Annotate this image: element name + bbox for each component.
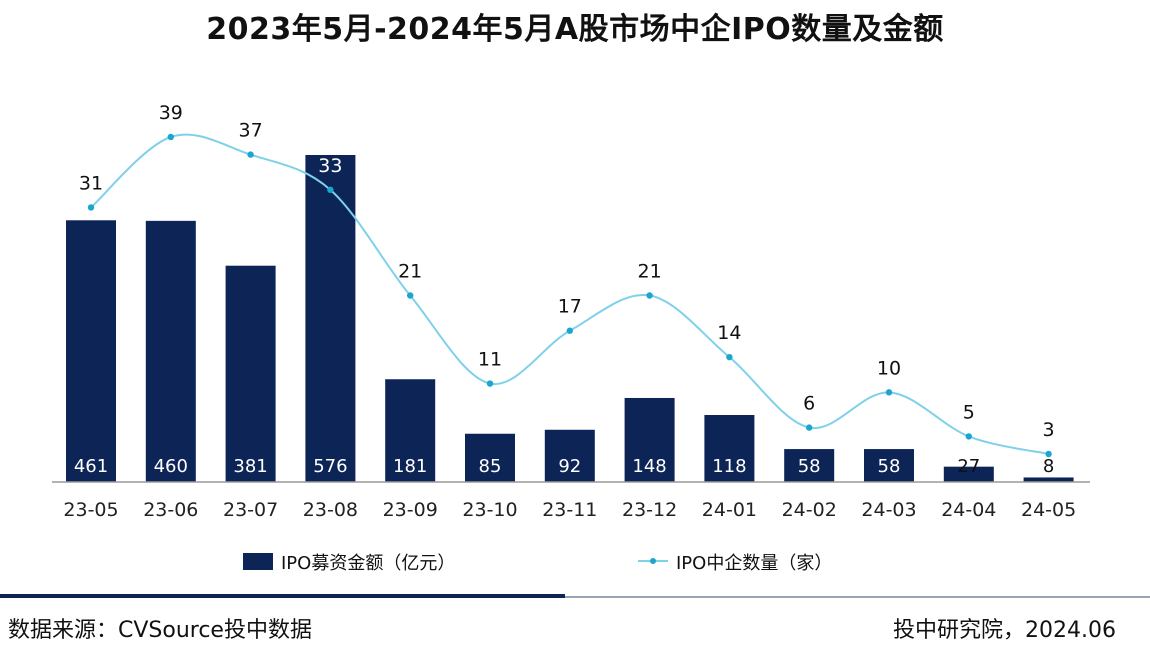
bar-value-label: 92 (558, 456, 581, 477)
count-value-label: 10 (877, 357, 901, 379)
count-point-24-02 (806, 424, 813, 431)
bar-value-label: 181 (393, 456, 427, 477)
bar-23-12 (624, 397, 675, 482)
bar-23-05 (66, 220, 116, 483)
count-point-23-11 (566, 327, 573, 334)
count-value-label: 6 (803, 393, 815, 415)
bar-value-label: 58 (878, 456, 901, 477)
x-tick-label: 24-02 (782, 499, 837, 521)
count-point-23-05 (87, 204, 95, 211)
bar-value-label: 58 (798, 456, 821, 477)
legend-bar-swatch (243, 553, 273, 570)
bar-value-label: 148 (632, 456, 666, 477)
count-value-label: 3 (1043, 419, 1055, 441)
count-point-23-06 (167, 133, 174, 141)
bar-value-label: 118 (712, 456, 746, 477)
count-point-23-12 (646, 292, 653, 299)
x-tick-label: 23-07 (223, 499, 278, 521)
legend: IPO募资金额（亿元） IPO中企数量（家） (243, 553, 832, 574)
legend-bar-label: IPO募资金额（亿元） (281, 553, 455, 574)
bar-24-02 (784, 449, 835, 482)
count-value-label: 11 (478, 349, 502, 371)
chart: 461 460 381 576 181 85 92 148 118 58 58 27 8 3139373… (52, 102, 1090, 574)
bar-23-08 (305, 155, 356, 482)
x-tick-label: 24-03 (861, 499, 916, 521)
x-tick-labels: 23-05 23-06 23-07 23-08 23-09 23-10 23-11 23-12… (63, 499, 1076, 521)
bar-23-09 (385, 379, 436, 482)
x-tick-label: 24-01 (702, 499, 757, 521)
bar-value-label: 461 (74, 456, 108, 477)
bar-24-04 (943, 466, 994, 482)
bar-23-06 (145, 220, 196, 482)
count-point-24-05 (1045, 450, 1052, 458)
count-point-24-04 (965, 433, 972, 440)
x-tick-label: 23-12 (622, 499, 677, 521)
chart-title: 2023年5月-2024年5月A股市场中企IPO数量及金额 (206, 12, 944, 47)
bar-value-label: 8 (1043, 456, 1054, 477)
bar-value-label: 27 (957, 456, 980, 477)
bar-value-label: 85 (479, 456, 502, 477)
bar-23-11 (544, 429, 595, 482)
count-point-23-08 (327, 186, 334, 194)
count-point-24-03 (885, 389, 893, 396)
bar-24-01 (704, 415, 755, 482)
count-value-label: 31 (79, 172, 103, 194)
x-tick-label: 23-08 (303, 499, 358, 521)
legend-line-marker (650, 558, 656, 564)
x-tick-label: 23-06 (143, 499, 198, 521)
count-point-23-10 (486, 380, 494, 387)
bars-layer: 461 460 381 576 181 85 92 148 118 58 58 27 8 (66, 155, 1074, 483)
count-value-label: 21 (638, 261, 662, 283)
count-value-label: 21 (398, 261, 422, 283)
x-tick-label: 23-10 (462, 499, 517, 521)
bar-value-label: 381 (233, 456, 267, 477)
bar-24-03 (864, 449, 914, 482)
report-credit: 投中研究院，2024.06 (893, 618, 1116, 643)
bar-value-label: 460 (154, 456, 188, 477)
bar-24-05 (1023, 477, 1074, 482)
footer-divider-light (565, 596, 1150, 598)
count-value-label: 14 (717, 322, 741, 344)
bar-23-07 (225, 265, 276, 482)
footer-divider-dark (0, 594, 565, 598)
count-value-label: 5 (963, 401, 975, 423)
count-value-label: 37 (239, 120, 263, 142)
count-value-label: 33 (318, 155, 342, 177)
count-value-label: 39 (159, 102, 183, 124)
x-tick-label: 23-11 (542, 499, 597, 521)
bar-23-10 (465, 433, 515, 482)
x-tick-label: 23-05 (63, 499, 118, 521)
bar-value-label: 576 (313, 456, 347, 477)
count-point-24-01 (726, 353, 733, 361)
x-tick-label: 24-05 (1021, 499, 1076, 521)
x-tick-label: 24-04 (941, 499, 996, 521)
count-value-label: 17 (558, 296, 582, 318)
legend-line-label: IPO中企数量（家） (676, 553, 832, 574)
count-point-23-07 (247, 151, 254, 158)
data-source: 数据来源：CVSource投中数据 (8, 618, 312, 643)
x-tick-label: 23-09 (383, 499, 438, 521)
count-point-23-09 (407, 292, 414, 299)
line-layer: 31 39 37 33 21 11 17 21 14 6 10 5 3 (79, 102, 1055, 458)
